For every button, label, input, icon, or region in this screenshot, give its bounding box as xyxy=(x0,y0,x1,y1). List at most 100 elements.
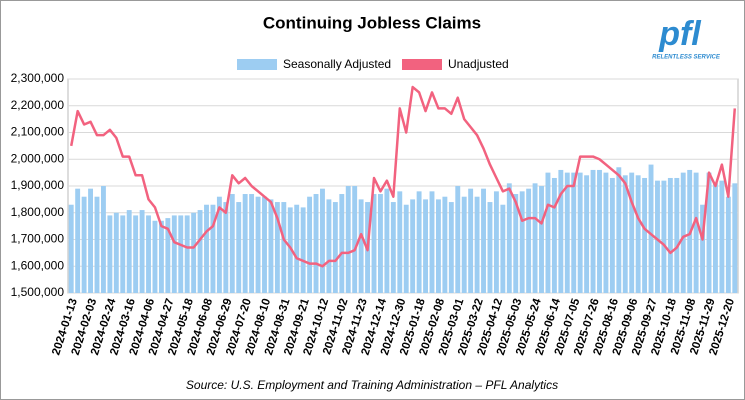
bar xyxy=(113,212,119,293)
bar xyxy=(320,188,325,293)
bar xyxy=(700,204,706,293)
bar xyxy=(468,188,474,293)
y-tick-label: 1,700,000 xyxy=(11,232,65,246)
bar xyxy=(158,220,164,293)
bar xyxy=(88,188,93,293)
bar xyxy=(126,210,132,293)
bar xyxy=(474,196,480,293)
bar xyxy=(358,199,364,293)
bar xyxy=(184,215,190,293)
bar xyxy=(274,202,280,293)
bar xyxy=(655,180,660,293)
legend-swatch xyxy=(402,59,442,70)
bar xyxy=(693,172,699,293)
chart-title: Continuing Jobless Claims xyxy=(263,13,481,32)
bar xyxy=(661,180,667,293)
bar xyxy=(178,215,184,293)
bar xyxy=(236,202,242,293)
bar xyxy=(268,199,274,293)
bar xyxy=(526,188,532,293)
bar xyxy=(371,194,377,293)
bar xyxy=(133,215,139,293)
bar xyxy=(448,202,454,293)
bar xyxy=(171,215,177,293)
bar xyxy=(423,199,428,293)
bar xyxy=(564,172,570,293)
bar xyxy=(249,194,255,293)
bar xyxy=(725,196,731,293)
bar xyxy=(513,194,519,293)
legend-label: Unadjusted xyxy=(448,57,509,71)
bar xyxy=(667,177,673,293)
legend-swatch xyxy=(237,59,277,70)
bar xyxy=(719,180,725,293)
y-tick-label: 1,800,000 xyxy=(11,205,65,219)
bar xyxy=(455,186,461,293)
bar xyxy=(75,188,81,293)
bar xyxy=(191,212,197,293)
bar xyxy=(210,204,216,293)
bar xyxy=(603,172,609,293)
bar xyxy=(255,196,261,293)
bar xyxy=(68,204,74,293)
bar xyxy=(100,186,106,293)
bar xyxy=(403,204,409,293)
bar xyxy=(313,194,319,293)
bar xyxy=(300,207,306,293)
bar xyxy=(616,167,622,293)
bar xyxy=(706,172,712,293)
bar xyxy=(493,191,499,293)
bar xyxy=(629,172,635,293)
bar xyxy=(281,202,287,293)
bar xyxy=(597,169,602,293)
bar xyxy=(532,183,538,293)
bar xyxy=(648,164,654,293)
bar xyxy=(481,188,486,293)
y-tick-label: 1,900,000 xyxy=(11,178,65,192)
bar xyxy=(81,196,87,293)
bar xyxy=(674,177,680,293)
bar xyxy=(442,196,448,293)
bar xyxy=(487,202,493,293)
bar xyxy=(216,196,222,293)
bar xyxy=(229,194,235,293)
bar xyxy=(165,218,171,293)
bar xyxy=(94,196,100,293)
bar xyxy=(539,186,544,293)
bar xyxy=(378,194,383,293)
bar xyxy=(223,202,229,293)
legend-item: Unadjusted xyxy=(402,57,509,71)
bar xyxy=(713,183,718,293)
bar xyxy=(345,186,351,293)
bar xyxy=(622,175,628,293)
bar xyxy=(107,215,113,293)
y-tick-label: 2,100,000 xyxy=(11,125,65,139)
bar xyxy=(551,177,557,293)
bar xyxy=(435,199,441,293)
bar xyxy=(732,183,738,293)
bar xyxy=(506,183,512,293)
source: Source: U.S. Employment and Training Adm… xyxy=(186,378,558,392)
bar xyxy=(262,196,267,293)
bar xyxy=(139,210,145,293)
bar xyxy=(146,215,151,293)
bar xyxy=(204,204,209,293)
legend-label: Seasonally Adjusted xyxy=(283,57,391,71)
bar xyxy=(642,177,648,293)
y-tick-label: 2,200,000 xyxy=(11,98,65,112)
bar xyxy=(242,194,248,293)
y-tick-label: 1,600,000 xyxy=(11,258,65,272)
y-tick-label: 2,000,000 xyxy=(11,151,65,165)
bar xyxy=(294,204,300,293)
bar xyxy=(558,169,564,293)
bar xyxy=(571,172,577,293)
logo-tagline: RELENTLESS SERVICE xyxy=(652,55,721,61)
bar xyxy=(332,202,338,293)
bar xyxy=(577,172,583,293)
bar xyxy=(120,215,126,293)
bar xyxy=(339,194,345,293)
bar xyxy=(590,169,596,293)
y-tick-label: 1,500,000 xyxy=(11,285,65,299)
bar xyxy=(397,191,403,293)
